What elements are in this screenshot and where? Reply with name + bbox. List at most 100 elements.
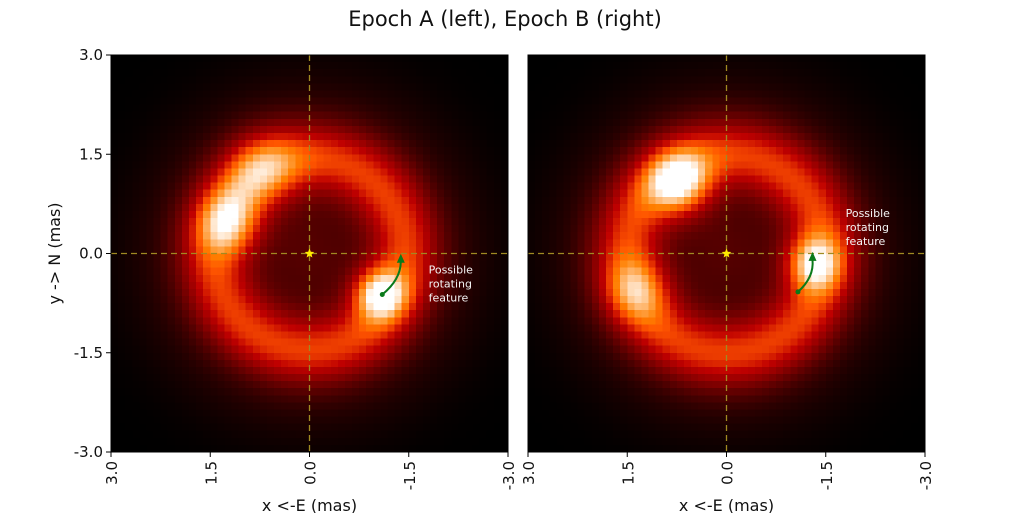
heatmap-cell xyxy=(676,147,685,155)
heatmap-cell xyxy=(281,225,289,233)
heatmap-cell xyxy=(598,225,607,233)
heatmap-cell xyxy=(309,430,318,439)
x-tick-label: 3.0 xyxy=(103,461,121,485)
heatmap-cell xyxy=(181,246,190,255)
heatmap-cell xyxy=(266,83,275,92)
heatmap-cell xyxy=(691,232,699,240)
heatmap-cell xyxy=(691,196,699,205)
heatmap-cell xyxy=(359,359,367,368)
heatmap-cell xyxy=(698,55,706,63)
heatmap-cell xyxy=(125,374,133,382)
heatmap-cell xyxy=(691,175,699,184)
heatmap-cell xyxy=(259,203,268,212)
heatmap-cell xyxy=(118,324,126,333)
heatmap-cell xyxy=(139,239,148,248)
heatmap-cell xyxy=(245,281,254,290)
heatmap-cell xyxy=(245,430,254,439)
heatmap-cell xyxy=(422,381,431,389)
heatmap-cell xyxy=(719,104,728,113)
heatmap-cell xyxy=(444,288,452,297)
heatmap-cell xyxy=(535,55,543,63)
heatmap-cell xyxy=(669,246,678,255)
heatmap-cell xyxy=(125,324,133,333)
heatmap-cell xyxy=(153,175,162,184)
heatmap-cell xyxy=(662,55,671,63)
heatmap-cell xyxy=(705,189,713,198)
heatmap-cell xyxy=(754,175,763,184)
heatmap-cell xyxy=(634,168,643,177)
heatmap-cell xyxy=(698,260,706,269)
heatmap-cell xyxy=(231,338,240,347)
heatmap-cell xyxy=(210,168,218,177)
heatmap-cell xyxy=(309,83,318,92)
heatmap-cell xyxy=(493,125,502,134)
heatmap-cell xyxy=(740,288,749,297)
heatmap-cell xyxy=(125,104,133,113)
heatmap-cell xyxy=(344,303,353,311)
heatmap-cell xyxy=(733,182,742,191)
heatmap-cell xyxy=(203,402,211,411)
heatmap-cell xyxy=(542,132,550,141)
heatmap-cell xyxy=(570,352,579,361)
heatmap-cell xyxy=(196,317,204,325)
heatmap-cell xyxy=(266,303,275,311)
heatmap-cell xyxy=(245,381,254,389)
heatmap-cell xyxy=(196,196,204,205)
heatmap-cell xyxy=(281,374,289,382)
heatmap-cell xyxy=(655,423,664,432)
heatmap-cell xyxy=(274,281,282,290)
heatmap-cell xyxy=(528,218,536,226)
heatmap-cell xyxy=(726,125,735,134)
heatmap-cell xyxy=(493,210,502,219)
heatmap-cell xyxy=(683,352,692,361)
heatmap-cell xyxy=(591,232,600,240)
heatmap-cell xyxy=(118,303,126,311)
heatmap-cell xyxy=(373,62,381,70)
heatmap-cell xyxy=(620,55,628,63)
heatmap-cell xyxy=(662,267,671,276)
heatmap-cell xyxy=(174,381,183,389)
heatmap-cell xyxy=(705,409,713,418)
heatmap-cell xyxy=(691,274,699,283)
heatmap-cell xyxy=(323,253,332,262)
heatmap-cell xyxy=(245,423,254,432)
heatmap-cell xyxy=(719,210,728,219)
heatmap-cell xyxy=(274,125,282,134)
heatmap-cell xyxy=(641,210,650,219)
heatmap-cell xyxy=(231,253,240,262)
heatmap-cell xyxy=(224,288,233,297)
heatmap-cell xyxy=(500,345,509,354)
heatmap-cell xyxy=(188,374,197,382)
heatmap-cell xyxy=(224,175,233,184)
heatmap-cell xyxy=(542,225,550,233)
heatmap-cell xyxy=(712,232,721,240)
heatmap-cell xyxy=(698,352,706,361)
heatmap-cell xyxy=(408,267,417,276)
heatmap-cell xyxy=(613,62,621,70)
heatmap-cell xyxy=(479,147,488,155)
heatmap-cell xyxy=(245,90,254,99)
heatmap-cell xyxy=(465,317,474,325)
heatmap-cell xyxy=(366,196,374,205)
heatmap-cell xyxy=(591,267,600,276)
heatmap-cell xyxy=(542,395,550,403)
heatmap-cell xyxy=(196,281,204,290)
heatmap-cell xyxy=(323,118,332,127)
heatmap-cell xyxy=(472,267,481,276)
heatmap-cell xyxy=(683,147,692,155)
heatmap-cell xyxy=(344,62,353,70)
heatmap-cell xyxy=(549,218,557,226)
heatmap-cell xyxy=(683,246,692,255)
heatmap-cell xyxy=(662,359,671,368)
heatmap-cell xyxy=(160,175,169,184)
heatmap-cell xyxy=(556,338,565,347)
heatmap-cell xyxy=(641,437,650,446)
heatmap-cell xyxy=(613,267,621,276)
heatmap-cell xyxy=(415,374,424,382)
heatmap-cell xyxy=(373,154,381,162)
heatmap-cell xyxy=(316,296,325,304)
heatmap-cell xyxy=(146,281,155,290)
heatmap-cell xyxy=(458,232,467,240)
heatmap-cell xyxy=(430,140,438,148)
